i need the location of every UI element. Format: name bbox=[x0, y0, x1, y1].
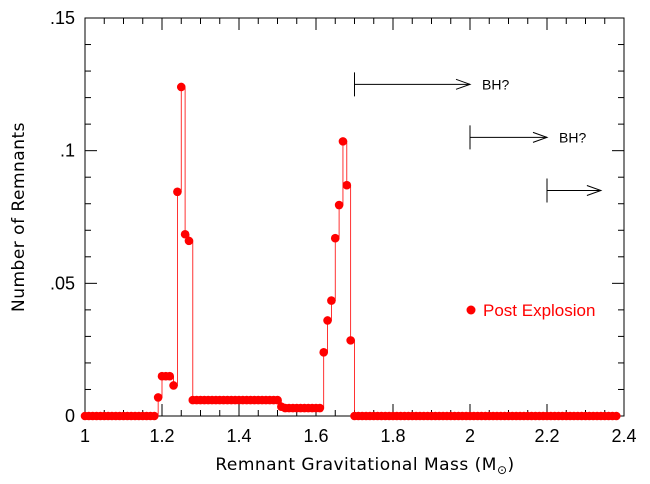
data-point bbox=[273, 395, 282, 405]
annotations: BH? BH? bbox=[354, 72, 603, 203]
data-point bbox=[330, 233, 340, 243]
x-tick-labels: 1 1.2 1.4 1.6 1.8 2 2.2 2.4 bbox=[80, 426, 637, 446]
y-tick-label: .05 bbox=[50, 273, 75, 293]
x-tick-label: 2.2 bbox=[534, 426, 559, 446]
annotation-arrow-head bbox=[455, 78, 472, 90]
y-tick-label: .1 bbox=[60, 141, 75, 161]
data-point bbox=[315, 403, 325, 413]
y-tick-label: .15 bbox=[50, 8, 75, 28]
x-tick-label: 1.6 bbox=[303, 426, 328, 446]
data-point bbox=[169, 381, 178, 390]
data-point bbox=[342, 180, 352, 190]
annotation-label: BH? bbox=[559, 129, 586, 145]
x-axis-title: Remnant Gravitational Mass (M⊙) bbox=[215, 455, 514, 477]
x-tick-label: 2.4 bbox=[611, 426, 636, 446]
series-step-line bbox=[85, 86, 617, 417]
data-point bbox=[323, 316, 332, 325]
x-tick-label: 1 bbox=[80, 426, 90, 446]
legend-marker bbox=[466, 305, 476, 315]
y-tick-labels: 0 .05 .1 .15 bbox=[50, 8, 75, 426]
annotation-label: BH? bbox=[482, 76, 509, 92]
x-tick-label: 1.8 bbox=[380, 426, 405, 446]
data-point bbox=[153, 393, 163, 402]
data-point bbox=[173, 187, 182, 197]
data-point bbox=[334, 200, 344, 210]
data-point bbox=[165, 371, 174, 381]
legend-label: Post Explosion bbox=[483, 301, 595, 320]
data-point bbox=[184, 236, 194, 246]
data-point bbox=[612, 411, 621, 421]
x-tick-label: 1.2 bbox=[149, 426, 174, 446]
legend: Post Explosion bbox=[466, 301, 595, 320]
data-point bbox=[346, 336, 355, 345]
data-point bbox=[150, 411, 159, 421]
data-point bbox=[327, 296, 336, 305]
x-tick-label: 1.4 bbox=[226, 426, 251, 446]
y-tick-label: 0 bbox=[65, 406, 75, 426]
data-point bbox=[319, 348, 329, 357]
data-point bbox=[176, 82, 186, 92]
x-tick-label: 2 bbox=[465, 426, 475, 446]
data-point bbox=[180, 229, 190, 239]
annotation-arrow-head bbox=[532, 131, 549, 143]
annotation-arrow-head bbox=[586, 184, 603, 196]
y-axis-title: Number of Remnants bbox=[9, 122, 29, 312]
data-point bbox=[338, 137, 348, 146]
data-series bbox=[80, 82, 621, 421]
